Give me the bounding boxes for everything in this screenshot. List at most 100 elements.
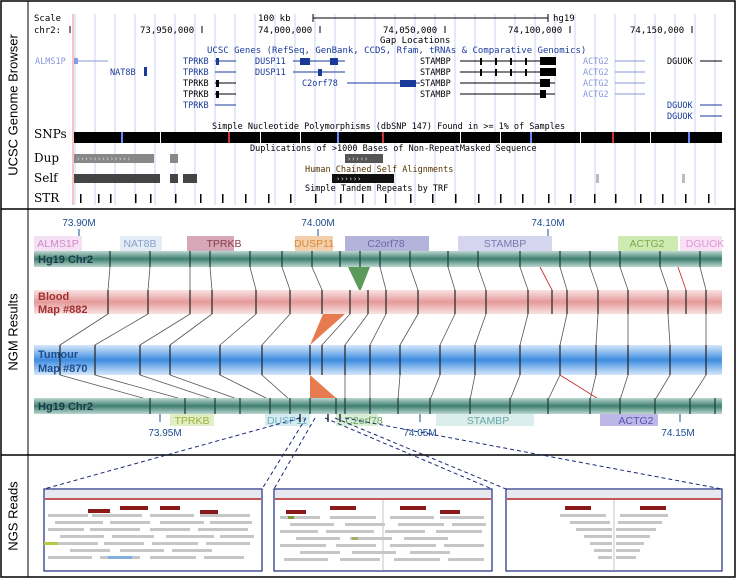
tumour-sites — [59, 345, 707, 375]
coord-2: 74,000,000 — [258, 26, 312, 36]
scale-label: Scale — [34, 14, 61, 24]
alignment-lines-ref-blood — [107, 266, 707, 291]
ngm-gene-stambp: STAMBP — [484, 238, 526, 250]
gene-dguok-3: DGUOK — [667, 112, 693, 122]
track-label-str: STR — [34, 191, 60, 205]
ngm-gene-alms1p: ALMS1P — [37, 238, 78, 250]
insertion-wedge-green — [348, 267, 370, 292]
gene-actg2-4: ACTG2 — [583, 90, 609, 100]
ngm-bottom-tick-3: 74.15M — [661, 428, 694, 439]
ngm-gene-tprkb: TPRKB — [206, 238, 241, 250]
panel-label-ngm: NGM Results — [5, 293, 20, 371]
ngm-gene-actg2: ACTG2 — [629, 238, 664, 250]
str-marks — [80, 194, 710, 203]
gene-actg2-2: ACTG2 — [583, 68, 609, 78]
gene-tprkb-5: TPRKB — [183, 101, 209, 111]
svg-text:›››››››››››››: ››››››››››››› — [76, 155, 131, 163]
track-label-self: Self — [34, 171, 59, 185]
blood-label-1: Blood — [38, 291, 69, 303]
coord-1: 73,950,000 — [140, 26, 194, 36]
read-window-2 — [273, 488, 493, 572]
tumour-label-1: Tumour — [38, 349, 79, 361]
gene-dusp11-2: DUSP11 — [255, 68, 286, 78]
read-window-3 — [505, 488, 723, 572]
tumour-label-2: Map #870 — [38, 363, 88, 375]
snp-highlights — [121, 132, 690, 143]
svg-text:›››››: ››››› — [347, 155, 368, 163]
chrom-label: chr2: — [34, 26, 61, 36]
ngm-bottom-gene-stambp: STAMBP — [467, 415, 509, 427]
gene-stambp-4: STAMBP — [420, 90, 451, 100]
gene-tprkb-2: TPRKB — [183, 68, 209, 78]
gene-tprkb-4: TPRKB — [183, 90, 209, 100]
ucsc-grid — [74, 14, 716, 205]
ref-top-sites — [109, 251, 701, 267]
gene-stambp-2: STAMBP — [420, 68, 451, 78]
ngm-bottom-gene-actg2: ACTG2 — [618, 415, 653, 427]
self-block-1 — [74, 174, 160, 183]
self-block-2 — [332, 174, 394, 183]
gene-models: ALMS1P NAT8B TPRKB TPRKB TPRKB TPRKB TPR… — [35, 57, 722, 122]
zoom-lines — [43, 417, 723, 490]
ngm-bottom-gene-c2orf78: C2orf78 — [345, 415, 383, 427]
ngm-gene-c2orf78: C2orf78 — [367, 238, 405, 250]
ngs-reads — [43, 488, 723, 572]
ref-label-top: Hg19 Chr2 — [38, 254, 93, 266]
alignment-lines-tumour-ref — [59, 374, 707, 401]
gene-alms1p: ALMS1P — [35, 57, 66, 67]
gap-locations-title: Gap Locations — [380, 36, 450, 46]
coord-5: 74,150,000 — [630, 26, 684, 36]
gene-tprkb-1: TPRKB — [183, 57, 209, 67]
insertion-wedge-orange-2 — [310, 375, 336, 398]
ngm-gene-nat8b: NAT8B — [123, 238, 156, 250]
blood-sites — [107, 290, 707, 314]
svg-text:››››››: ›››››› — [336, 175, 361, 183]
gene-dguok-2: DGUOK — [667, 101, 693, 111]
self-track-title: Human Chained Self Alignments — [305, 165, 453, 175]
gene-actg2-3: ACTG2 — [583, 79, 609, 89]
gene-stambp-3: STAMBP — [420, 79, 451, 89]
ucsc-browser: Scale 100 kb hg19 chr2: 73,950,000 74,00… — [34, 14, 722, 205]
dup-block-1 — [74, 154, 154, 163]
snp-track-title: Simple Nucleotide Polymorphisms (dbSNP 1… — [212, 122, 565, 132]
ref-bar-bottom — [34, 398, 722, 414]
track-label-snps: SNPs — [34, 127, 67, 141]
gene-actg2-1: ACTG2 — [583, 57, 609, 67]
ucsc-genes-title: UCSC Genes (RefSeq, GenBank, CCDS, Rfam,… — [207, 46, 586, 56]
ngm-bottom-tick-1: 73.95M — [148, 428, 181, 439]
insertion-wedge-orange-1 — [310, 314, 345, 345]
ngm-gene-dguok: DGUOK — [686, 238, 725, 250]
tumour-map-bar — [34, 345, 722, 375]
gene-dusp11-1: DUSP11 — [255, 57, 286, 67]
dup-block-2 — [345, 154, 383, 163]
ref-label-bottom: Hg19 Chr2 — [38, 401, 93, 413]
snp-density-bar — [74, 132, 722, 143]
scale-value: 100 kb — [258, 14, 291, 24]
blood-map-bar — [34, 290, 722, 314]
gene-nat8b: NAT8B — [110, 68, 136, 78]
assembly-label: hg19 — [553, 14, 575, 24]
ngm-gene-dusp11: DUSP11 — [294, 238, 334, 250]
blood-label-2: Map #882 — [38, 304, 88, 316]
dup-track-title: Duplications of >1000 Bases of Non-Repea… — [250, 144, 537, 154]
track-label-dup: Dup — [34, 151, 59, 165]
ngm-top-tick-3: 74.10M — [531, 218, 564, 229]
ref-bar-top — [34, 251, 722, 267]
ngm-bottom-gene-tprkb: TPRKB — [174, 415, 209, 427]
ngm-top-tick-2: 74.00M — [301, 218, 334, 229]
gene-tprkb-3: TPRKB — [183, 79, 209, 89]
ngm-top-tick-1: 73.90M — [62, 218, 95, 229]
gene-c2orf78: C2orf78 — [302, 79, 338, 89]
str-track-title: Simple Tandem Repeats by TRF — [305, 184, 448, 194]
ref-bottom-sites — [149, 398, 716, 414]
read-window-1 — [43, 488, 263, 572]
coord-4: 74,100,000 — [508, 26, 562, 36]
ngm-results: 73.90M 74.00M 74.10M ALMS1P NAT8B TPRKB … — [34, 218, 724, 439]
panel-label-ucsc: UCSC Genome Browser — [5, 34, 20, 176]
alignment-lines-blood-tumour — [59, 313, 707, 346]
gene-stambp-1: STAMBP — [420, 57, 451, 67]
coord-3: 74,050,000 — [383, 26, 437, 36]
panel-label-ngs: NGS Reads — [5, 481, 20, 551]
